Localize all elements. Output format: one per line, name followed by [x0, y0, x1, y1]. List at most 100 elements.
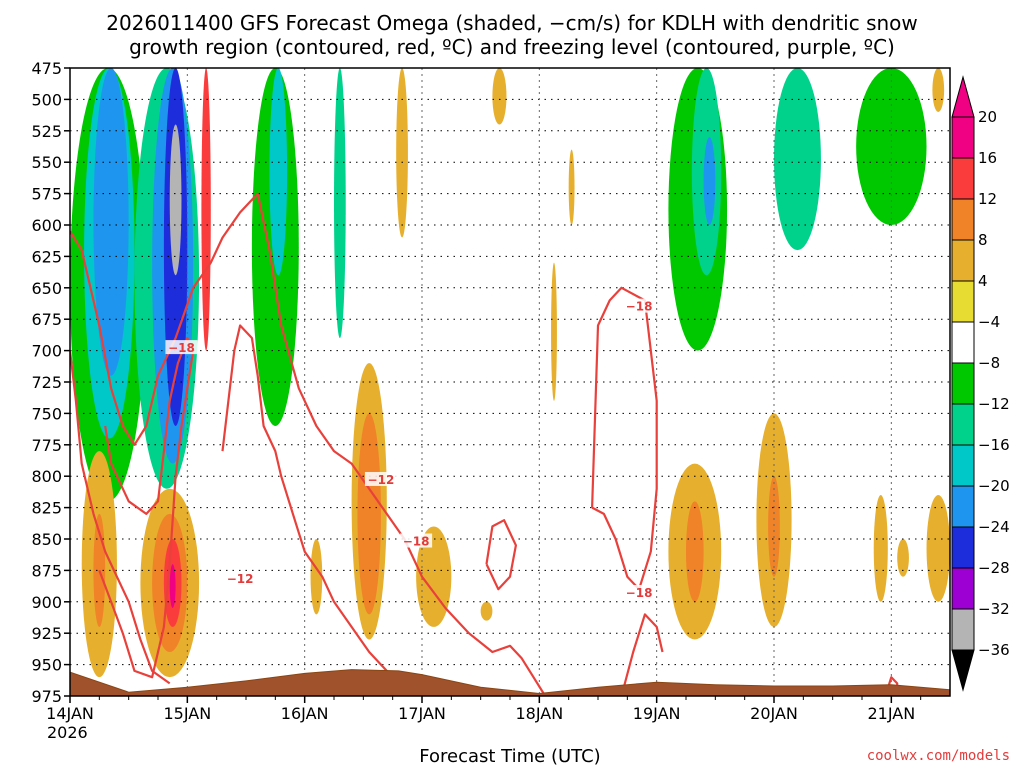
omega-region-7: [201, 68, 211, 351]
omega-region-2: [93, 68, 129, 376]
y-tick-label-8: 675: [31, 310, 62, 329]
y-tick-label-18: 925: [31, 624, 62, 643]
contour-line-2: [98, 336, 195, 679]
x-tick-label-4: 18JAN: [515, 704, 563, 723]
credit-text: coolwx.com/models: [867, 748, 1010, 764]
contour-label-bg-5: [623, 585, 656, 600]
contour-labels: −18 −12 −12 −18 −18 −18: [165, 298, 656, 600]
contour-label-bg-2: [364, 471, 397, 486]
omega-region-6: [169, 124, 182, 276]
y-tick-label-17: 900: [31, 593, 62, 612]
omega-region-24: [774, 68, 821, 251]
omega-region-10: [269, 68, 288, 276]
colorbar-label-7: −8: [978, 354, 1000, 372]
contour-label-3: −18: [403, 535, 430, 549]
colorbar-segment-10: [951, 198, 975, 241]
y-tick-label-2: 525: [31, 122, 62, 141]
colorbar-segment-2: [951, 526, 975, 569]
colorbar-label-0: −36: [978, 641, 1010, 659]
colorbar-segment-7: [951, 321, 975, 364]
omega-region-15: [492, 68, 507, 125]
colorbar-label-10: 8: [978, 231, 988, 249]
contour-line-3: [221, 324, 400, 685]
colorbar-segment-12: [951, 116, 975, 159]
x-tick-label-0: 14JAN: [46, 704, 94, 723]
colorbar-label-1: −32: [978, 600, 1010, 618]
x-tick-label-7: 21JAN: [867, 704, 915, 723]
omega-region-12: [334, 68, 346, 339]
colorbar-label-6: −12: [978, 395, 1010, 413]
contour-line-1: [70, 350, 171, 685]
y-tick-label-13: 800: [31, 467, 62, 486]
contour-label-0: −18: [168, 341, 195, 355]
omega-region-37: [416, 526, 452, 627]
omega-region-44: [897, 539, 909, 577]
colorbar-under-arrow: [951, 649, 975, 692]
omega-region-38: [480, 601, 493, 621]
y-tick-label-12: 775: [31, 436, 62, 455]
colorbar-segment-9: [951, 239, 975, 282]
chart-title: 2026011400 GFS Forecast Omega (shaded, −…: [106, 11, 918, 35]
y-tick-label-9: 700: [31, 342, 62, 361]
x-tick-label-1: 15JAN: [163, 704, 211, 723]
omega-region-43: [873, 495, 888, 602]
colorbar-label-9: 4: [978, 272, 988, 290]
y-tick-label-6: 625: [31, 247, 62, 266]
y-tick-label-5: 600: [31, 216, 62, 235]
omega-region-17: [568, 149, 575, 226]
colorbar-label-8: −4: [978, 313, 1000, 331]
y-tick-label-20: 975: [31, 687, 62, 706]
omega-region-27: [932, 68, 945, 112]
y-tick-label-15: 850: [31, 530, 62, 549]
colorbar-segment-1: [951, 567, 975, 610]
omega-region-45: [926, 495, 950, 602]
x-axis: 14JAN 15JAN 16JAN 17JAN 18JAN 19JAN 20JAN 21JAN: [46, 696, 922, 723]
contour-line-6: [620, 613, 664, 696]
y-tick-label-10: 725: [31, 373, 62, 392]
colorbar-label-2: −28: [978, 559, 1010, 577]
contour-label-bg-1: [224, 571, 257, 586]
x-tick-label-5: 19JAN: [633, 704, 681, 723]
colorbar: −36 −32 −28 −24 −20 −16 −12 −8 −4 4 8 12 16 20: [951, 75, 1010, 692]
colorbar-label-13: 20: [978, 108, 997, 126]
omega-region-36: [310, 539, 323, 615]
contour-line-4: [485, 519, 517, 591]
colorbar-label-5: −16: [978, 436, 1010, 454]
omega-region-42: [768, 476, 780, 577]
omega-region-14: [396, 68, 408, 238]
y-tick-label-19: 950: [31, 656, 62, 675]
contour-label-bg-4: [623, 298, 656, 313]
colorbar-segment-0: [951, 608, 975, 651]
colorbar-segment-5: [951, 403, 975, 446]
y-axis: 475 500 525 550 575 600 625 650 675 700 725 750 775 8…: [31, 59, 70, 706]
colorbar-segment-3: [951, 485, 975, 528]
y-tick-label-16: 875: [31, 561, 62, 580]
y-tick-label-14: 825: [31, 499, 62, 518]
x-axis-year-label: 2026: [47, 723, 88, 742]
y-tick-label-4: 575: [31, 185, 62, 204]
omega-region-35: [357, 413, 381, 615]
omega-region-33: [169, 564, 176, 609]
colorbar-segment-4: [951, 444, 975, 487]
terrain-surface: [70, 669, 950, 696]
omega-shading: [70, 68, 950, 678]
omega-region-16: [615, 68, 628, 138]
contour-label-bg-0: [165, 340, 198, 355]
x-axis-title: Forecast Time (UTC): [419, 746, 600, 767]
colorbar-label-11: 12: [978, 190, 997, 208]
colorbar-over-arrow: [951, 75, 975, 118]
y-tick-label-0: 475: [31, 59, 62, 78]
contour-label-4: −18: [626, 300, 653, 314]
colorbar-label-3: −24: [978, 518, 1010, 536]
contour-label-bg-3: [400, 533, 433, 548]
y-tick-label-1: 500: [31, 90, 62, 109]
plot-area: [70, 68, 950, 696]
colorbar-segment-8: [951, 280, 975, 323]
gridlines: [70, 68, 950, 696]
x-tick-label-6: 20JAN: [750, 704, 798, 723]
colorbar-segment-6: [951, 362, 975, 405]
colorbar-segment-11: [951, 157, 975, 200]
chart-subtitle: growth region (contoured, red, ºC) and f…: [129, 35, 895, 59]
y-tick-label-3: 550: [31, 153, 62, 172]
